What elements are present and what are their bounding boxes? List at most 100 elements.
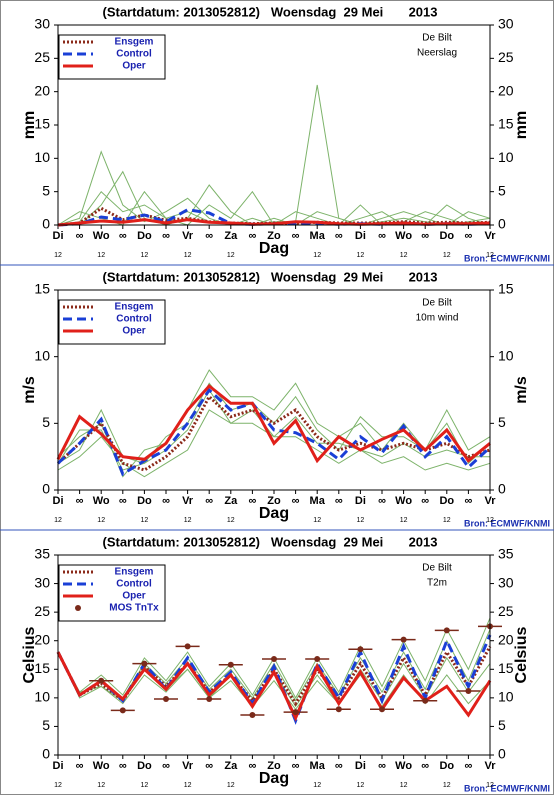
y-tick-label: 25 <box>34 49 50 65</box>
y-axis-label: mm <box>513 111 530 139</box>
x-tick-label: Za <box>224 230 238 242</box>
mos-dot <box>141 660 148 667</box>
y-tick-label: 10 <box>498 689 514 705</box>
source: Bron: ECMWF/KNMI <box>464 783 550 793</box>
mos-dot <box>98 677 105 684</box>
mos-dot <box>184 643 191 650</box>
x-tick-label: Di <box>355 760 366 772</box>
x-hour-label: 12 <box>141 782 149 789</box>
x-hour-label: 12 <box>486 252 494 259</box>
x-tick-label: Vr <box>182 495 194 507</box>
y-tick-label: 15 <box>34 281 50 297</box>
x-hour-label: 12 <box>54 782 62 789</box>
y-tick-label: 20 <box>498 82 514 98</box>
x-tick-label: Di <box>355 495 366 507</box>
y-tick-label: 30 <box>34 574 50 590</box>
x-axis-label: Dag <box>259 770 289 787</box>
y-tick-label: 0 <box>42 746 50 762</box>
x-tick-label: ∞ <box>292 230 300 242</box>
subtitle: T2m <box>427 578 447 589</box>
x-hour-label: 12 <box>184 782 192 789</box>
x-tick-label: Do <box>439 495 454 507</box>
y-tick-label: 15 <box>498 116 514 132</box>
plot-frame <box>57 289 491 491</box>
x-hour-label: 12 <box>357 782 365 789</box>
subtitle: Neerslag <box>417 48 457 59</box>
legend-label: Ensgem <box>115 37 154 48</box>
mos-dot <box>163 696 169 702</box>
y-tick-label: 30 <box>498 16 514 32</box>
x-hour-label: 12 <box>227 782 235 789</box>
member-line <box>57 389 490 471</box>
y-tick-label: 0 <box>498 216 506 232</box>
x-hour-label: 12 <box>357 517 365 524</box>
x-hour-label: 12 <box>141 517 149 524</box>
x-tick-label: Di <box>53 230 64 242</box>
y-axis-label: m/s <box>21 376 38 404</box>
x-tick-label: ∞ <box>421 760 429 772</box>
plot-frame <box>57 24 491 226</box>
chart-title: (Startdatum: 2013052812) Woensdag 29 Mei… <box>102 269 437 284</box>
x-tick-label: Di <box>53 760 64 772</box>
legend-swatch <box>75 605 81 611</box>
x-tick-label: Do <box>137 760 152 772</box>
x-tick-label: ∞ <box>76 230 84 242</box>
y-tick-label: 5 <box>42 182 50 198</box>
x-tick-label: Vr <box>182 760 194 772</box>
x-tick-label: Vr <box>484 760 496 772</box>
x-tick-label: Wo <box>93 230 110 242</box>
mos-dot <box>314 656 321 662</box>
x-hour-label: 12 <box>486 517 494 524</box>
y-tick-label: 10 <box>498 149 514 165</box>
mos-dot <box>357 646 364 653</box>
y-tick-label: 5 <box>498 182 506 198</box>
x-hour-label: 12 <box>400 517 408 524</box>
y-tick-label: 10 <box>34 149 50 165</box>
x-tick-label: ∞ <box>119 760 127 772</box>
x-hour-label: 12 <box>486 782 494 789</box>
location: De Bilt <box>422 563 452 574</box>
x-tick-label: ∞ <box>248 495 256 507</box>
x-tick-label: Di <box>355 230 366 242</box>
x-tick-label: ∞ <box>421 495 429 507</box>
mos-dot <box>249 712 256 718</box>
y-tick-label: 10 <box>498 347 514 363</box>
x-tick-label: Di <box>53 495 64 507</box>
y-tick-label: 35 <box>498 546 514 562</box>
plot-frame <box>57 554 491 756</box>
mos-dot <box>292 709 299 716</box>
x-tick-label: Wo <box>93 760 110 772</box>
chart-title: (Startdatum: 2013052812) Woensdag 29 Mei… <box>102 4 437 19</box>
x-tick-label: Wo <box>93 495 110 507</box>
x-tick-label: Do <box>137 230 152 242</box>
y-tick-label: 10 <box>34 689 50 705</box>
y-tick-label: 5 <box>42 717 50 733</box>
y-tick-label: 0 <box>42 216 50 232</box>
legend-label: MOS TnTx <box>109 603 159 614</box>
y-tick-label: 30 <box>498 574 514 590</box>
y-tick-label: 15 <box>34 116 50 132</box>
legend-label: Control <box>116 49 152 60</box>
x-tick-label: Ma <box>310 230 326 242</box>
legend-label: Control <box>116 579 152 590</box>
x-hour-label: 12 <box>54 517 62 524</box>
x-tick-label: ∞ <box>292 760 300 772</box>
x-hour-label: 12 <box>313 782 321 789</box>
mos-dot <box>443 627 450 634</box>
y-tick-label: 20 <box>498 631 514 647</box>
series-line <box>56 387 492 477</box>
mos-dot <box>465 688 472 694</box>
x-tick-label: ∞ <box>119 495 127 507</box>
x-hour-label: 12 <box>443 252 451 259</box>
x-tick-label: ∞ <box>464 230 472 242</box>
x-hour-label: 12 <box>227 517 235 524</box>
x-tick-label: Do <box>439 230 454 242</box>
source: Bron: ECMWF/KNMI <box>464 518 550 528</box>
x-tick-label: Zo <box>267 230 281 242</box>
legend-label: Oper <box>122 61 145 72</box>
y-axis-label: mm <box>21 111 38 139</box>
x-tick-label: ∞ <box>335 495 343 507</box>
source: Bron: ECMWF/KNMI <box>464 253 550 263</box>
